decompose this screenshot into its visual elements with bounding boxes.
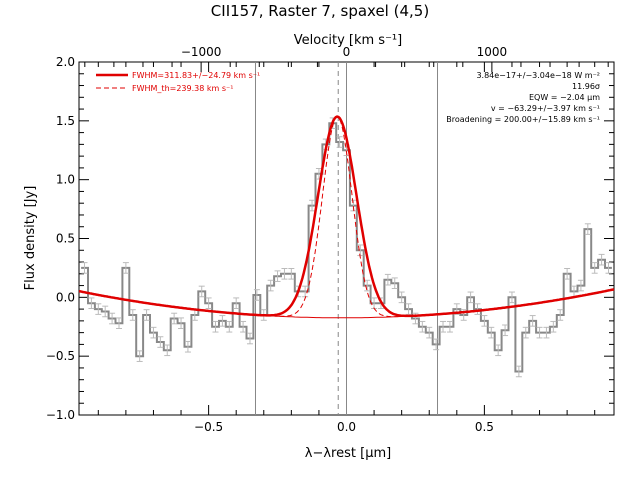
y-tick-label: 0.5 (56, 232, 75, 246)
model-layer (78, 115, 615, 319)
annotation-significance: 11.96σ (572, 82, 600, 91)
y-axis-label: Flux density [Jy] (23, 186, 38, 291)
top-tick-label: 1000 (477, 45, 508, 59)
gaussian-fit-curve (78, 115, 615, 318)
top-tick-label: −1000 (181, 45, 222, 59)
annotation-broadening: Broadening = 200.00+/−15.89 km s⁻¹ (446, 115, 600, 124)
y-tick-label: 1.5 (56, 114, 75, 128)
top-tick-label: 0 (343, 45, 351, 59)
y-tick-label: 0.0 (56, 290, 75, 304)
legend-entry-fwhm-th: FWHM_th=239.38 km s⁻¹ (132, 84, 233, 93)
x-tick-label: 0.5 (475, 420, 494, 434)
legend-entry-fwhm: FWHM=311.83+/−24.79 km s⁻¹ (132, 71, 260, 80)
y-tick-label: 1.0 (56, 173, 75, 187)
legend: FWHM=311.83+/−24.79 km s⁻¹ FWHM_th=239.3… (96, 71, 260, 93)
markers-layer (254, 62, 439, 415)
x-axis-label: λ−λrest [μm] (305, 446, 391, 461)
y-tick-label: 2.0 (56, 55, 75, 69)
spectrum-step-line (81, 122, 612, 373)
x-tick-label: 0.0 (337, 420, 356, 434)
ticks-layer: −0.5 0.0 0.5 −1.0 −0.5 0.0 0.5 1.0 1.5 2.0 −1000 0 1… (46, 45, 614, 434)
fit-annotations: 3.84e−17+/−3.04e−18 W m⁻² 11.96σ EQW = −… (446, 71, 600, 124)
annotation-line-flux: 3.84e−17+/−3.04e−18 W m⁻² (476, 71, 600, 80)
top-axis-label: Velocity [km s⁻¹] (294, 33, 402, 48)
x-tick-label: −0.5 (194, 420, 223, 434)
annotation-eqw: EQW = −2.04 μm (529, 93, 600, 102)
annotation-velocity: v = −63.29+/−3.97 km s⁻¹ (491, 104, 600, 113)
chart-title: CII157, Raster 7, spaxel (4,5) (211, 2, 429, 20)
y-tick-label: −0.5 (46, 349, 75, 363)
y-tick-label: −1.0 (46, 408, 75, 422)
